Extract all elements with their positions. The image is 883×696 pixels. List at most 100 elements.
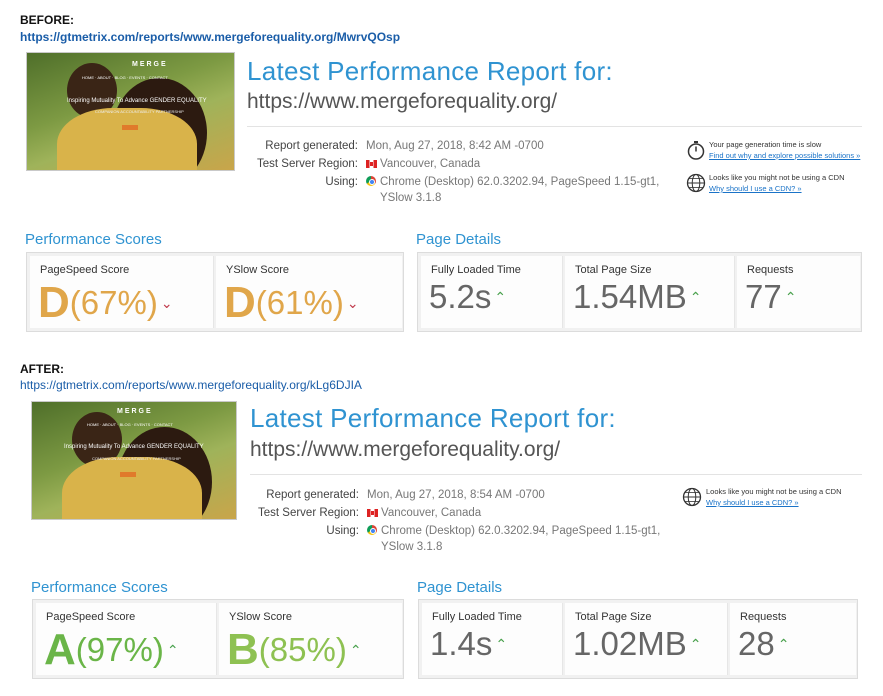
before-hint2-link[interactable]: Why should I use a CDN? » <box>709 184 802 193</box>
before-pagespeed-cell: PageSpeed Score D(67%) ⌄ <box>30 256 214 328</box>
before-using-value-line2: YSlow 3.1.8 <box>380 192 442 204</box>
before-yslow-pct: (61%) <box>255 284 344 321</box>
after-divider <box>250 474 862 475</box>
after-size-value-row: 1.02MB ⌃ <box>573 625 701 663</box>
after-server-value-row: Vancouver, Canada <box>367 507 481 519</box>
after-requests-value: 28 <box>738 625 775 662</box>
after-pagespeed-pct: (97%) <box>75 631 164 668</box>
canada-flag-icon <box>367 509 378 517</box>
trend-up-icon: ⌃ <box>784 289 797 305</box>
before-performance-scores-title: Performance Scores <box>25 231 162 248</box>
after-requests-value-row: 28 ⌃ <box>738 625 789 663</box>
after-size-cell: Total Page Size 1.02MB ⌃ <box>565 603 728 675</box>
before-report-generated-label: Report generated: <box>265 140 358 152</box>
before-size-value-row: 1.54MB ⌃ <box>573 278 701 316</box>
trend-up-icon: ⌃ <box>495 636 508 652</box>
after-pagespeed-label: PageSpeed Score <box>46 611 136 623</box>
before-tag: BEFORE: <box>20 13 74 27</box>
after-site-screenshot: MERGE HOME · ABOUT · BLOG · EVENTS · CON… <box>31 401 237 520</box>
before-yslow-score: D(61%) ⌄ <box>224 278 359 328</box>
after-report-generated-value: Mon, Aug 27, 2018, 8:54 AM -0700 <box>367 489 545 501</box>
after-pagespeed-cell: PageSpeed Score A(97%) ⌃ <box>36 603 217 675</box>
before-requests-value-row: 77 ⌃ <box>745 278 796 316</box>
before-pagespeed-grade: D <box>38 278 70 327</box>
before-page-details-title: Page Details <box>416 231 502 248</box>
after-load-value: 1.4s <box>430 625 493 662</box>
trend-down-icon: ⌄ <box>160 295 173 311</box>
after-load-cell: Fully Loaded Time 1.4s ⌃ <box>422 603 563 675</box>
before-load-value: 5.2s <box>429 278 492 315</box>
after-thumb-headline: Inspiring Mutuality To Advance GENDER EQ… <box>64 444 204 450</box>
after-pagespeed-grade: A <box>44 625 76 674</box>
after-yslow-pct: (85%) <box>258 631 347 668</box>
before-site-screenshot: MERGE HOME · ABOUT · BLOG · EVENTS · CON… <box>26 52 235 171</box>
before-load-value-row: 5.2s ⌃ <box>429 278 506 316</box>
chrome-icon <box>367 525 377 535</box>
after-using-value-line1: Chrome (Desktop) 62.0.3202.94, PageSpeed… <box>381 525 661 537</box>
before-load-cell: Fully Loaded Time 5.2s ⌃ <box>421 256 563 328</box>
after-server-label: Test Server Region: <box>258 507 359 519</box>
before-using-value-row: Chrome (Desktop) 62.0.3202.94, PageSpeed… <box>366 176 659 188</box>
after-server-value: Vancouver, Canada <box>381 507 482 519</box>
after-using-label: Using: <box>326 525 359 537</box>
before-pagespeed-score: D(67%) ⌄ <box>38 278 173 328</box>
before-requests-cell: Requests 77 ⌃ <box>737 256 860 328</box>
before-report-generated-value: Mon, Aug 27, 2018, 8:42 AM -0700 <box>366 140 544 152</box>
after-hint2-text: Looks like you might not be using a CDN <box>706 487 842 496</box>
after-load-label: Fully Loaded Time <box>432 611 522 623</box>
stopwatch-icon <box>687 141 705 160</box>
trend-up-icon: ⌃ <box>777 636 790 652</box>
before-server-value-row: Vancouver, Canada <box>366 158 480 170</box>
before-requests-value: 77 <box>745 278 782 315</box>
before-hint1-link[interactable]: Find out why and explore possible soluti… <box>709 151 861 160</box>
before-pagespeed-pct: (67%) <box>69 284 158 321</box>
before-yslow-grade: D <box>224 278 256 327</box>
after-domain: https://www.mergeforequality.org/ <box>250 438 561 461</box>
after-yslow-cell: YSlow Score B(85%) ⌃ <box>219 603 402 675</box>
after-using-value-line2: YSlow 3.1.8 <box>381 541 443 553</box>
after-report-link[interactable]: https://gtmetrix.com/reports/www.mergefo… <box>20 378 362 392</box>
before-server-label: Test Server Region: <box>257 158 358 170</box>
before-yslow-cell: YSlow Score D(61%) ⌄ <box>216 256 402 328</box>
before-size-label: Total Page Size <box>575 264 652 276</box>
after-requests-cell: Requests 28 ⌃ <box>730 603 856 675</box>
trend-up-icon: ⌃ <box>689 289 702 305</box>
after-performance-scores-title: Performance Scores <box>31 579 168 596</box>
after-performance-scores-panel: PageSpeed Score A(97%) ⌃ YSlow Score B(85… <box>32 599 404 679</box>
after-pagespeed-score: A(97%) ⌃ <box>44 625 179 675</box>
after-using-value-row: Chrome (Desktop) 62.0.3202.94, PageSpeed… <box>367 525 660 537</box>
after-size-label: Total Page Size <box>575 611 652 623</box>
before-requests-label: Requests <box>747 264 794 276</box>
before-size-cell: Total Page Size 1.54MB ⌃ <box>565 256 735 328</box>
before-thumb-logo: MERGE <box>132 61 168 68</box>
before-report-link[interactable]: https://gtmetrix.com/reports/www.mergefo… <box>20 30 401 44</box>
after-report-generated-label: Report generated: <box>266 489 359 501</box>
before-page-details-panel: Fully Loaded Time 5.2s ⌃ Total Page Size … <box>417 252 862 332</box>
chrome-icon <box>366 176 376 186</box>
trend-down-icon: ⌄ <box>346 295 359 311</box>
before-pagespeed-label: PageSpeed Score <box>40 264 130 276</box>
after-hint2-link[interactable]: Why should I use a CDN? » <box>706 498 799 507</box>
before-size-value: 1.54MB <box>573 278 687 315</box>
trend-up-icon: ⌃ <box>494 289 507 305</box>
before-performance-scores-panel: PageSpeed Score D(67%) ⌄ YSlow Score D(61… <box>26 252 404 332</box>
after-yslow-label: YSlow Score <box>229 611 292 623</box>
trend-up-icon: ⌃ <box>349 642 362 658</box>
before-yslow-label: YSlow Score <box>226 264 289 276</box>
after-report-title: Latest Performance Report for: <box>250 403 616 433</box>
trend-up-icon: ⌃ <box>689 636 702 652</box>
before-using-value-line1: Chrome (Desktop) 62.0.3202.94, PageSpeed… <box>380 176 660 188</box>
canada-flag-icon <box>366 160 377 168</box>
after-thumb-sub: COMPANION ACCOUNTABILITY PARTNERSHIP <box>92 456 181 461</box>
after-thumb-logo: MERGE <box>117 408 153 415</box>
before-using-label: Using: <box>325 176 358 188</box>
after-load-value-row: 1.4s ⌃ <box>430 625 507 663</box>
before-hint2-text: Looks like you might not be using a CDN <box>709 173 845 182</box>
before-divider <box>247 126 862 127</box>
before-thumb-sub: COMPANION ACCOUNTABILITY PARTNERSHIP <box>95 109 184 114</box>
after-yslow-grade: B <box>227 625 259 674</box>
before-hint1-text: Your page generation time is slow <box>709 140 822 149</box>
before-domain: https://www.mergeforequality.org/ <box>247 90 558 113</box>
after-page-details-panel: Fully Loaded Time 1.4s ⌃ Total Page Size … <box>418 599 858 679</box>
after-yslow-score: B(85%) ⌃ <box>227 625 362 675</box>
